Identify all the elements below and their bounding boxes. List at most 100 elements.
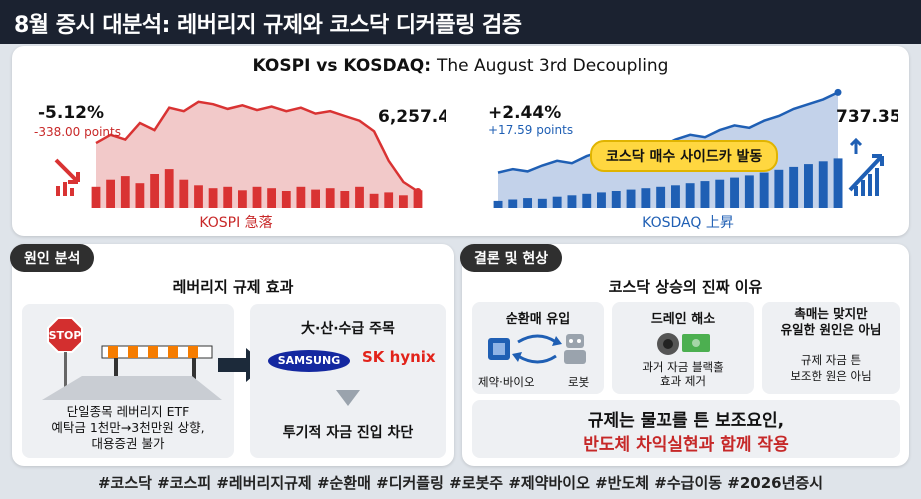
kosdaq-bar bbox=[582, 193, 592, 208]
kosdaq-bar bbox=[656, 186, 666, 208]
kosdaq-change-points: +17.59 points bbox=[488, 123, 573, 137]
kosdaq-bar bbox=[818, 161, 828, 208]
kosdaq-change-pct: +2.44% bbox=[488, 103, 561, 123]
chart-title-bold: KOSPI vs KOSDAQ: bbox=[252, 56, 432, 76]
kosdaq-bar bbox=[744, 175, 754, 208]
drain-box: 드레인 해소 과거 자금 블랙홀 효과 제거 bbox=[612, 302, 754, 394]
kospi-bar bbox=[355, 186, 364, 208]
kosdaq-bar bbox=[493, 200, 503, 208]
catalyst-box: 촉매는 맞지만 유일한 원인은 아님 규제 자금 튼 보조한 원은 아님 bbox=[762, 302, 900, 394]
semiconductor-title: 大·산·수급 주목 bbox=[301, 321, 395, 337]
kosdaq-bar bbox=[685, 183, 695, 208]
kospi-bar bbox=[164, 169, 174, 208]
drain-title: 드레인 해소 bbox=[650, 312, 716, 327]
kospi-bar bbox=[135, 183, 145, 208]
rotation-illustration bbox=[488, 334, 586, 364]
title-bar: 8월 증시 대분석: 레버리지 규제와 코스닥 디커플링 검증 bbox=[0, 0, 921, 44]
samsung-logo-text: SAMSUNG bbox=[277, 354, 341, 367]
chip-icon bbox=[488, 338, 510, 360]
drain-line-1: 과거 자금 블랙홀 bbox=[642, 360, 724, 374]
sidecar-callout-text: 코스닥 매수 사이드카 발동 bbox=[606, 149, 763, 165]
sk-hynix-text: SK hynix bbox=[362, 348, 436, 366]
summary-line-2: 반도체 차익실현과 함께 작용 bbox=[583, 435, 789, 455]
rotation-title: 순환매 유입 bbox=[505, 312, 571, 327]
rotation-box: 순환매 유입 제약·바이오 로봇 bbox=[472, 302, 604, 394]
speculation-block-text: 투기적 자금 진입 차단 bbox=[282, 425, 414, 441]
kospi-bar bbox=[208, 188, 218, 208]
conclusion-header: 결론 및 현상 bbox=[460, 244, 563, 272]
kosdaq-bar bbox=[789, 166, 799, 208]
sk-hynix-logo: SK hynix bbox=[362, 348, 436, 366]
hashtag-line: #코스닥 #코스피 #레버리지규제 #순환매 #디커플링 #로봇주 #제약바이오… bbox=[97, 474, 824, 492]
kospi-chart: -5.12% -338.00 points 6,257.45 KOSPI 急落 bbox=[34, 100, 446, 231]
cause-header: 원인 분석 bbox=[10, 244, 95, 272]
chart-card: KOSPI vs KOSDAQ: The August 3rd Decoupli… bbox=[12, 46, 909, 236]
kospi-bar bbox=[106, 179, 115, 208]
kospi-bar bbox=[120, 176, 130, 208]
catalyst-line-2: 보조한 원은 아님 bbox=[790, 369, 872, 383]
page-title: 8월 증시 대분석: 레버리지 규제와 코스닥 디커플링 검증 bbox=[14, 13, 522, 38]
kospi-bar bbox=[252, 186, 262, 208]
conclusion-card: 결론 및 현상 코스닥 상승의 진짜 이유 순환매 유입 제약·바이오 로 bbox=[460, 244, 909, 466]
kosdaq-bar bbox=[641, 188, 651, 208]
kosdaq-bar bbox=[567, 195, 577, 208]
conclusion-header-text: 결론 및 현상 bbox=[474, 251, 549, 267]
kospi-value-label: 6,257.45 bbox=[378, 107, 446, 127]
kosdaq-bar bbox=[759, 172, 769, 208]
kosdaq-bar bbox=[833, 158, 843, 208]
kospi-bar bbox=[325, 188, 335, 208]
kospi-bar bbox=[238, 190, 247, 208]
rotation-label-pharma: 제약·바이오 bbox=[478, 375, 535, 389]
cause-subtitle: 레버리지 규제 효과 bbox=[172, 278, 294, 296]
kospi-bar bbox=[194, 185, 203, 208]
kosdaq-bar bbox=[523, 198, 532, 208]
chart-title: KOSPI vs KOSDAQ: The August 3rd Decoupli… bbox=[12, 56, 909, 76]
summary-line-1: 규제는 물꼬를 튼 보조요인, bbox=[587, 411, 785, 431]
kosdaq-bar bbox=[597, 192, 606, 208]
catalyst-title: 촉매는 맞지만 유일한 원인은 아님 bbox=[762, 306, 900, 338]
kospi-line bbox=[95, 100, 419, 193]
kosdaq-value-label: 737.35 bbox=[836, 107, 898, 127]
kosdaq-bar bbox=[537, 198, 547, 208]
kospi-bar bbox=[296, 186, 306, 208]
kospi-bar bbox=[413, 190, 423, 208]
cycle-arrows-icon bbox=[512, 334, 562, 364]
catalyst-text: 규제 자금 튼 보조한 원은 아님 bbox=[762, 352, 900, 384]
kospi-area bbox=[96, 101, 418, 208]
stop-sign-icon bbox=[47, 317, 83, 353]
kospi-bar bbox=[91, 186, 101, 208]
kospi-bar bbox=[340, 191, 350, 208]
kosdaq-bar bbox=[730, 177, 739, 208]
kosdaq-bar bbox=[626, 189, 636, 208]
rotation-label-robot: 로봇 bbox=[568, 375, 590, 389]
kospi-down-arrow-icon bbox=[54, 158, 80, 196]
kospi-axis-label: KOSPI 急落 bbox=[199, 215, 272, 231]
kospi-bar bbox=[281, 191, 291, 208]
cause-analysis-card: 원인 분석 레버리지 규제 효과 STOP 단일종목 레버리지 ETF 예탁금 … bbox=[10, 244, 454, 466]
drain-line-2: 효과 제거 bbox=[660, 374, 706, 388]
conclusion-summary-box: 규제는 물꼬를 튼 보조요인, 반도체 차익실현과 함께 작용 bbox=[472, 400, 900, 458]
kosdaq-bar bbox=[611, 191, 621, 208]
kosdaq-bar bbox=[774, 169, 784, 208]
robot-icon bbox=[564, 334, 586, 364]
kospi-bar bbox=[399, 195, 408, 208]
catalyst-title-2: 유일한 원인은 아님 bbox=[780, 322, 882, 337]
kospi-change-points: -338.00 points bbox=[34, 125, 121, 139]
kospi-bar bbox=[223, 186, 233, 208]
kosdaq-bar bbox=[552, 196, 562, 208]
roadblock-illustration: STOP bbox=[42, 317, 222, 400]
regulation-line-3: 대용증권 불가 bbox=[91, 436, 165, 451]
cause-header-text: 원인 분석 bbox=[24, 251, 81, 267]
barrier-icon bbox=[101, 345, 213, 392]
regulation-line-1: 단일종목 레버리지 ETF bbox=[66, 404, 190, 419]
kospi-bar bbox=[311, 189, 320, 208]
kospi-change-pct: -5.12% bbox=[38, 103, 104, 123]
kosdaq-bar bbox=[700, 181, 710, 208]
kospi-bar bbox=[384, 192, 394, 208]
kospi-bar bbox=[267, 188, 276, 208]
kosdaq-up-arrow-icon bbox=[848, 137, 884, 196]
regulation-text: 단일종목 레버리지 ETF 예탁금 1천만→3천만원 상향, 대용증권 불가 bbox=[22, 404, 234, 452]
catalyst-title-1: 촉매는 맞지만 bbox=[794, 306, 868, 321]
semiconductor-box: 大·산·수급 주목 SAMSUNG SK hynix 투기적 자금 진입 차단 bbox=[250, 304, 446, 458]
kosdaq-axis-label: KOSDAQ 上昇 bbox=[642, 215, 734, 231]
